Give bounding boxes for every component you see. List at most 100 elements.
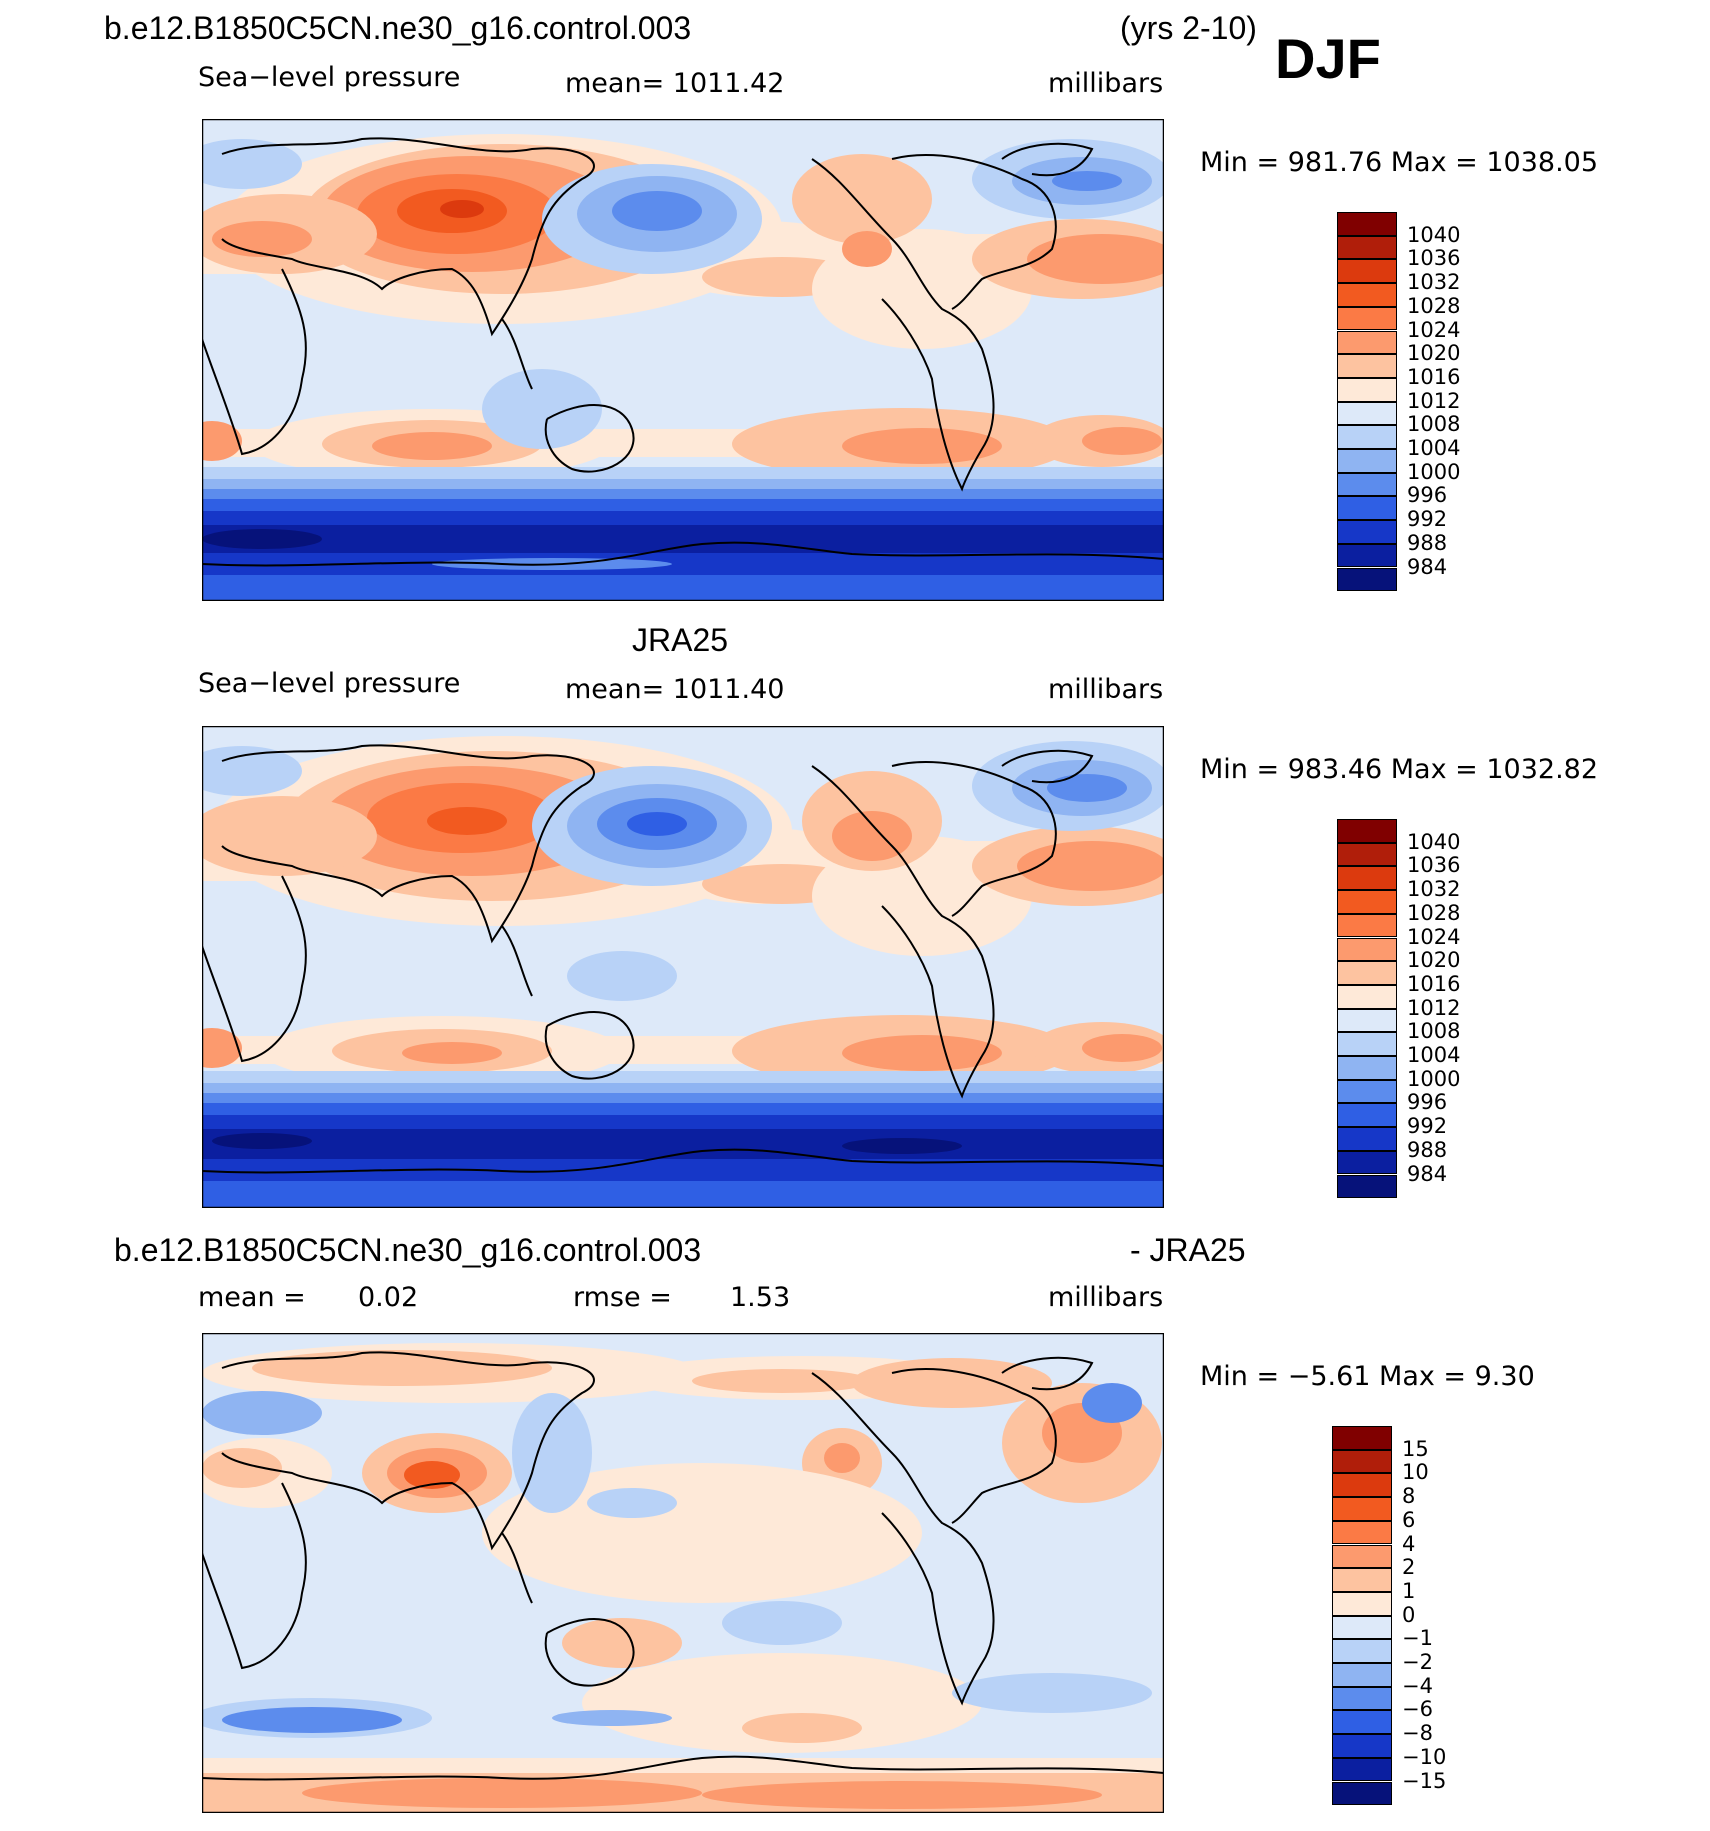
colorbar-box [1332,1615,1392,1640]
colorbar-label: 1020 [1407,948,1461,973]
colorbar-box [1332,1497,1392,1521]
season-label: DJF [1275,27,1381,90]
panel2-mean: mean= 1011.40 [565,674,785,705]
colorbar-diff: 15 10 8 6 4 2 1 0 −1 −2 −4 −6 −8 −10 −15 [1332,1426,1482,1809]
colorbar-label: 1008 [1407,1019,1461,1044]
colorbar-label: 1016 [1407,971,1461,996]
colorbar-box [1337,401,1397,426]
colorbar-box [1332,1757,1392,1782]
colorbar-box [1337,1103,1397,1128]
colorbar-box [1337,283,1397,307]
colorbar-label: −8 [1402,1721,1433,1746]
colorbar-box [1337,377,1397,402]
colorbar-box [1332,1639,1392,1663]
colorbar-label: 992 [1407,507,1448,532]
colorbar-label: 1028 [1407,900,1461,925]
colorbar-box [1337,961,1397,985]
colorbar-box [1332,1520,1392,1545]
colorbar-box [1337,306,1397,331]
colorbar-model: 1040 1036 1032 1028 1024 1020 1016 1012 1008 1004… [1337,212,1487,595]
map-obs-slp [202,726,1164,1208]
colorbar-label: 6 [1402,1507,1416,1532]
colorbar-box [1337,567,1397,592]
colorbar-box [1337,212,1397,236]
colorbar-label: −1 [1402,1626,1433,1651]
colorbar-label: 1 [1402,1578,1416,1603]
panel3-rmse-value: 1.53 [730,1282,791,1313]
colorbar-label: 1020 [1407,341,1461,366]
panel3-title-right: - JRA25 [1130,1232,1246,1268]
colorbar-label: −15 [1402,1768,1447,1793]
colorbar-box [1337,449,1397,473]
colorbar-box [1337,330,1397,355]
colorbar-box [1332,1568,1392,1592]
colorbar-label: 1032 [1407,270,1461,295]
colorbar-label: 0 [1402,1602,1416,1627]
colorbar-box [1337,1174,1397,1199]
colorbar-label: 1032 [1407,877,1461,902]
colorbar-label: 2 [1402,1555,1416,1580]
colorbar-label: 1040 [1407,829,1461,854]
colorbar-box [1337,472,1397,497]
colorbar-box [1337,1008,1397,1033]
panel3-mean-value: 0.02 [358,1282,419,1313]
colorbar-label: 10 [1402,1460,1429,1485]
colorbar-box [1337,984,1397,1009]
colorbar-label: 4 [1402,1531,1416,1556]
panel1-mean: mean= 1011.42 [565,68,785,99]
panel3-rmse-label: rmse = [573,1282,672,1313]
colorbar-box [1332,1544,1392,1569]
colorbar-label: 1000 [1407,459,1461,484]
colorbar-label: 984 [1407,1161,1448,1186]
colorbar-box [1337,913,1397,938]
colorbar-box [1332,1426,1392,1450]
colorbar-box [1337,819,1397,843]
colorbar-box [1337,1127,1397,1151]
panel1-variable: Sea−level pressure [198,62,461,93]
panel2-units: millibars [1048,674,1164,705]
colorbar-label: 1016 [1407,364,1461,389]
map-model-slp [202,119,1164,601]
colorbar-label: 988 [1407,1137,1448,1162]
colorbar-box [1332,1686,1392,1711]
colorbar-box [1337,842,1397,867]
colorbar-label: 15 [1402,1436,1429,1461]
colorbar-box [1337,866,1397,891]
panel2-minmax: Min = 983.46 Max = 1032.82 [1200,754,1599,785]
colorbar-label: 988 [1407,530,1448,555]
colorbar-box [1332,1591,1392,1616]
colorbar-label: −6 [1402,1697,1433,1722]
panel3-title-left: b.e12.B1850C5CN.ne30_g16.control.003 [114,1232,702,1268]
colorbar-label: 1000 [1407,1066,1461,1091]
colorbar-label: 1004 [1407,436,1461,460]
panel2-title: JRA25 [632,622,729,658]
colorbar-label: 992 [1407,1114,1448,1139]
colorbar-box [1337,937,1397,962]
colorbar-box [1337,1150,1397,1175]
colorbar-box [1337,1056,1397,1080]
colorbar-label: −2 [1402,1650,1433,1674]
colorbar-box [1337,543,1397,568]
colorbar-label: −4 [1402,1673,1433,1698]
colorbar-label: 984 [1407,554,1448,579]
panel3-units: millibars [1048,1282,1164,1313]
colorbar-label: 1040 [1407,222,1461,247]
colorbar-box [1332,1473,1392,1498]
colorbar-obs: 1040 1036 1032 1028 1024 1020 1016 1012 1008 1004… [1337,819,1487,1202]
colorbar-label: −10 [1402,1744,1447,1769]
colorbar-label: 1008 [1407,412,1461,437]
colorbar-label: 1004 [1407,1043,1461,1067]
colorbar-box [1337,1079,1397,1104]
colorbar-label: 1012 [1407,388,1461,413]
panel3-mean-label: mean = [198,1282,306,1313]
colorbar-label: 1024 [1407,317,1461,342]
colorbar-label: 8 [1402,1484,1416,1509]
panel1-minmax: Min = 981.76 Max = 1038.05 [1200,147,1599,178]
case-title: b.e12.B1850C5CN.ne30_g16.control.003 [104,10,692,46]
colorbar-label: 1036 [1407,246,1461,271]
colorbar-label: 1028 [1407,293,1461,318]
colorbar-box [1337,259,1397,284]
panel3-minmax: Min = −5.61 Max = 9.30 [1200,1361,1535,1392]
panel1-units: millibars [1048,68,1164,99]
colorbar-box [1332,1663,1392,1687]
